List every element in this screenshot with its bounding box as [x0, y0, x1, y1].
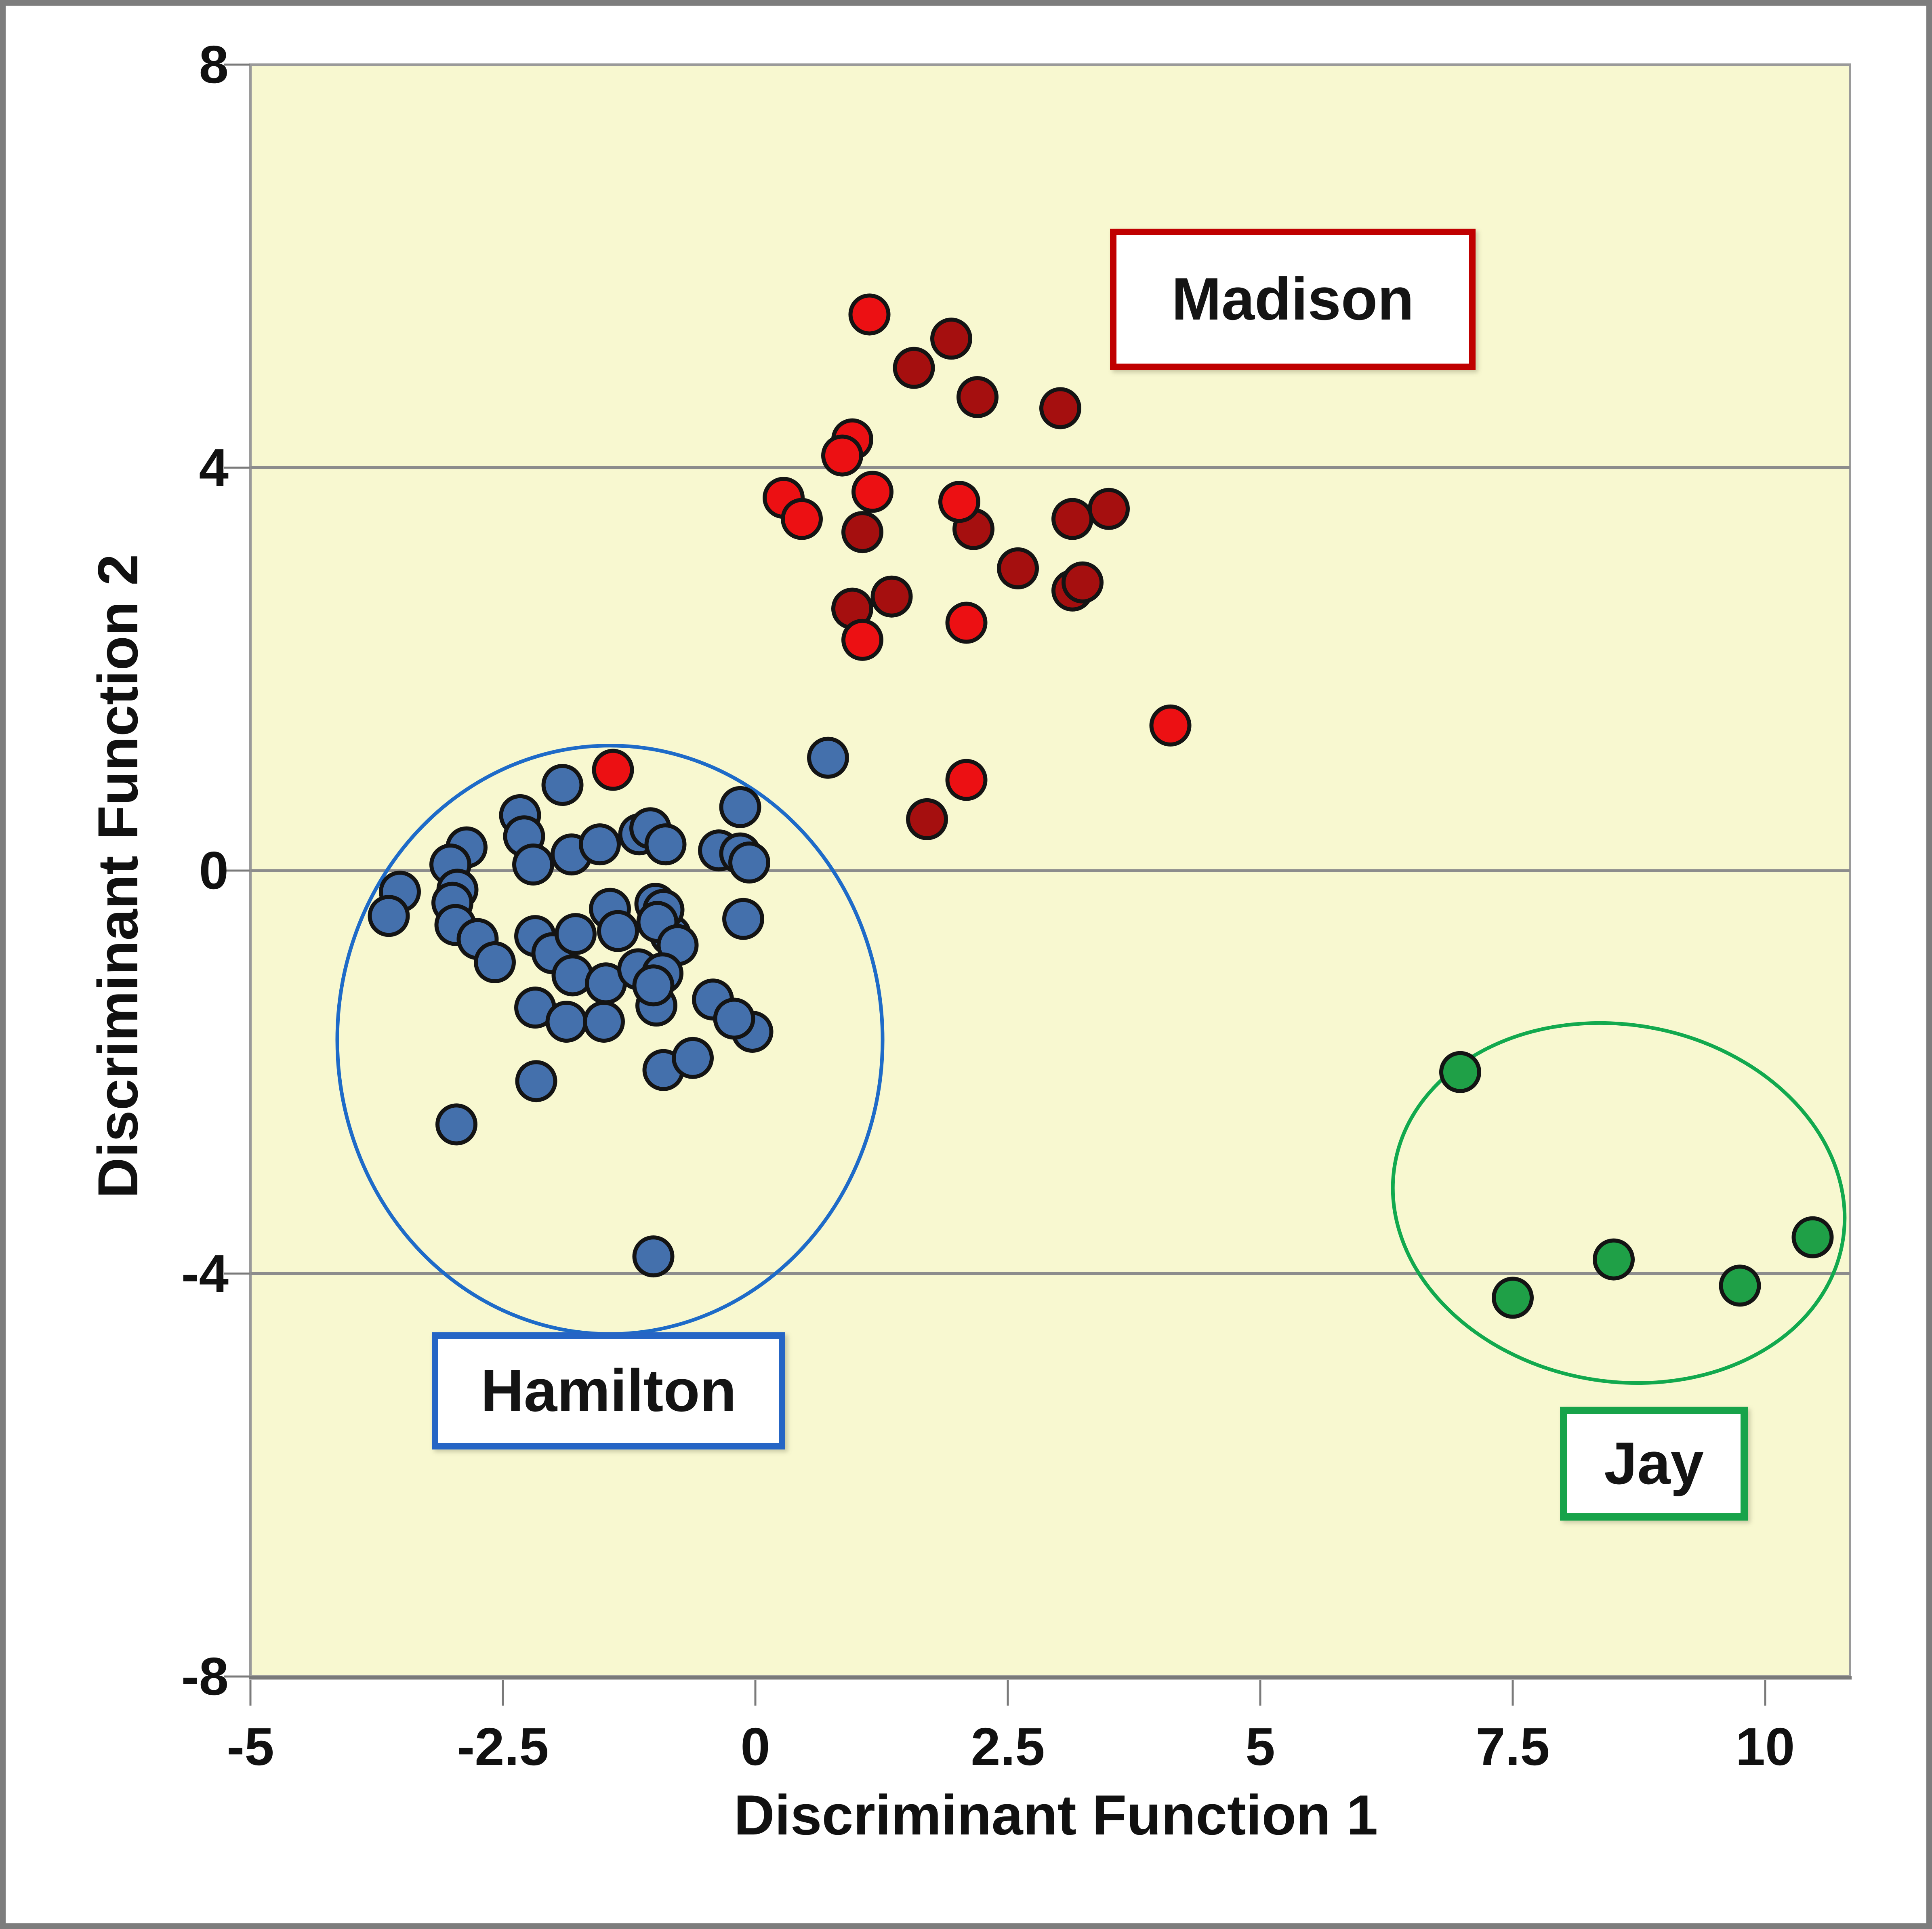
- point-jay: [1439, 1051, 1481, 1093]
- point-jay: [1593, 1238, 1635, 1281]
- point-hamilton: [579, 823, 621, 866]
- jay-cluster-label: Jay: [1560, 1407, 1748, 1521]
- point-hamilton: [713, 997, 755, 1040]
- point-madison-dark-red: [997, 547, 1039, 589]
- x-tick-label-5: 5: [1245, 1717, 1275, 1776]
- point-madison-bright-red: [848, 293, 891, 336]
- point-madison-dark-red: [1051, 498, 1093, 540]
- y-axis-title: Discriminant Function 2: [86, 554, 149, 1199]
- point-hamilton: [583, 1001, 625, 1043]
- point-hamilton: [807, 736, 849, 779]
- point-hamilton: [722, 898, 764, 940]
- point-hamilton: [719, 786, 761, 828]
- point-hamilton: [474, 941, 516, 983]
- point-hamilton: [368, 895, 410, 937]
- x-axis-title: Discriminant Function 1: [734, 1783, 1378, 1847]
- point-hamilton: [515, 1060, 557, 1102]
- point-hamilton: [541, 764, 584, 806]
- x-tick-label-0: 0: [740, 1717, 770, 1776]
- point-madison-dark-red: [1039, 387, 1081, 429]
- point-madison-dark-red: [957, 376, 999, 418]
- y-tick-label-8: 8: [199, 35, 229, 94]
- point-madison-dark-red: [906, 798, 948, 840]
- point-madison-bright-red: [1149, 704, 1192, 747]
- point-jay: [1791, 1216, 1834, 1258]
- x-tick-label-10: 10: [1735, 1717, 1795, 1776]
- jay-cluster-ellipse: [1391, 1021, 1847, 1385]
- point-hamilton: [632, 1235, 675, 1278]
- x-tick-label-7.5: 7.5: [1476, 1717, 1550, 1776]
- y-tick-label-0: 0: [199, 841, 229, 900]
- point-hamilton: [644, 823, 687, 866]
- y-tick-label--4: -4: [181, 1243, 229, 1303]
- point-hamilton: [435, 1103, 477, 1146]
- point-madison-dark-red: [930, 318, 972, 360]
- y-tick-label--8: -8: [181, 1647, 229, 1706]
- x-tick-label--5: -5: [227, 1717, 274, 1776]
- point-hamilton: [597, 910, 639, 952]
- point-madison-dark-red: [1062, 561, 1104, 604]
- point-madison-bright-red: [851, 471, 893, 513]
- point-madison-bright-red: [781, 498, 823, 540]
- y-tick-label-4: 4: [199, 438, 229, 497]
- point-madison-dark-red: [893, 347, 935, 389]
- point-jay: [1492, 1277, 1534, 1319]
- point-madison-bright-red: [841, 618, 883, 661]
- point-hamilton: [728, 841, 770, 884]
- point-madison-dark-red: [841, 511, 883, 553]
- point-madison-bright-red: [945, 759, 988, 801]
- point-jay: [1719, 1264, 1761, 1307]
- x-tick-label-2.5: 2.5: [971, 1717, 1045, 1776]
- x-tick-label--2.5: -2.5: [457, 1717, 549, 1776]
- point-madison-dark-red: [1088, 488, 1130, 530]
- point-madison-bright-red: [938, 481, 980, 523]
- point-hamilton: [512, 844, 554, 886]
- madison-cluster-label: Madison: [1110, 229, 1476, 370]
- point-hamilton: [555, 913, 597, 955]
- point-madison-bright-red: [821, 434, 863, 477]
- point-madison-dark-red: [870, 575, 913, 618]
- point-madison-bright-red: [592, 749, 634, 791]
- point-hamilton: [545, 1001, 588, 1043]
- point-hamilton: [632, 964, 675, 1007]
- point-madison-bright-red: [945, 602, 988, 644]
- scatter-plot-area: [224, 63, 1852, 1706]
- point-hamilton: [672, 1037, 714, 1079]
- hamilton-cluster-label: Hamilton: [432, 1332, 785, 1449]
